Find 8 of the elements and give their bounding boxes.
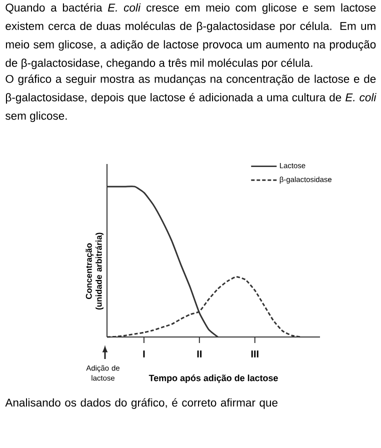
x-tick-label: I (143, 350, 145, 358)
x-tick-label: III (251, 350, 258, 358)
text: O gráfico a seguir mostra as mudanças na concentração de lactose e de β-galactosidase, depois que lactose é adicionada a uma cultura de E. coli sem glicose. (6, 74, 376, 122)
x-tick-label: II (197, 350, 202, 358)
chart-title: Quando a bactéria E. coli cresce em meio com glicose e sem lactose existem cerca de duas moléculas de β-galactosidase por célula. Em um meio sem glicose, a adição de lactose provoca um aumento na produção de β-galactosidase, chegando a três mil moléculas por célula. (6, 3, 376, 70)
x-axis-title: Tempo após adição de lactose (148, 374, 278, 383)
text: Analisando os dados do gráfico, é correto afirmar que (5, 398, 278, 409)
y-axis-title: Concentração (unidade arbitrária) (86, 232, 104, 310)
